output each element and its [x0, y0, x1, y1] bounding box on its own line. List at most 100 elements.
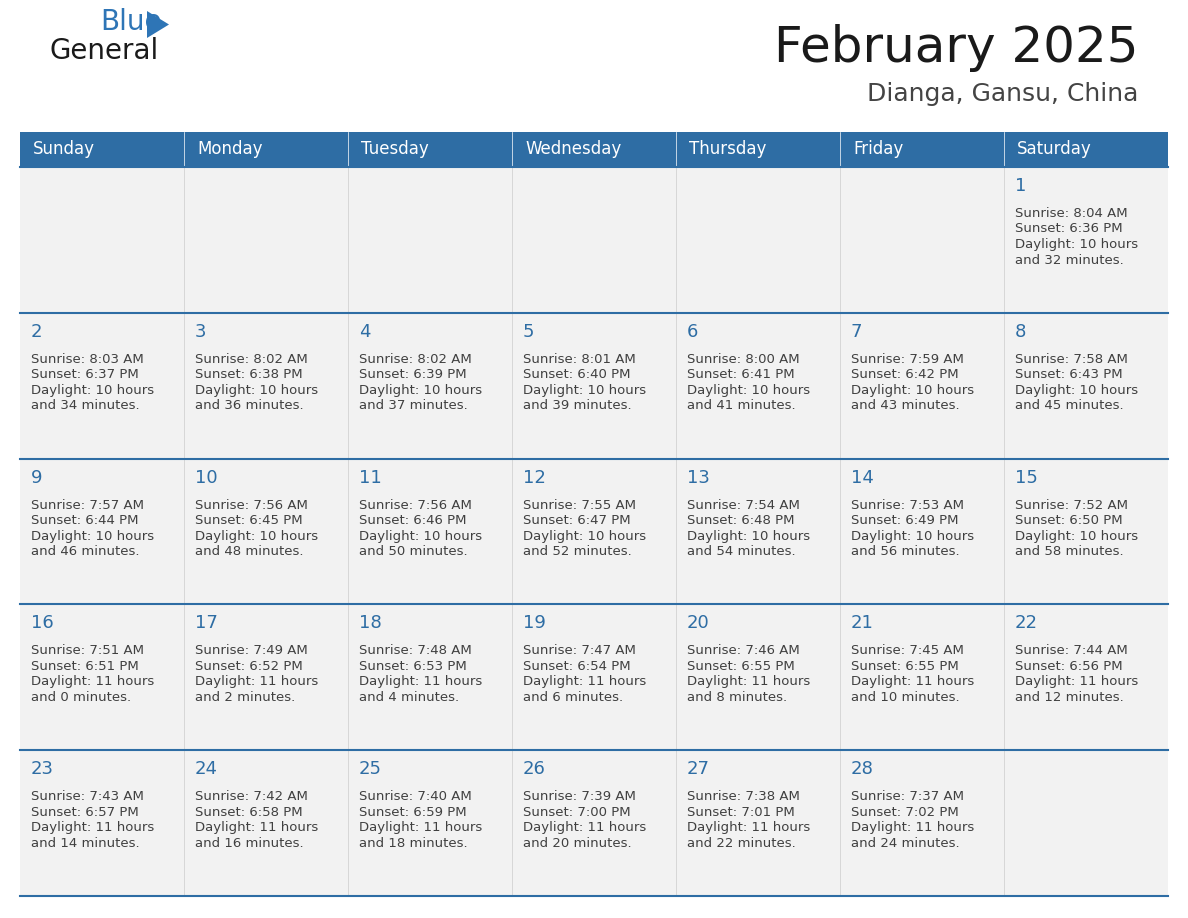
- Text: 25: 25: [359, 760, 383, 778]
- Text: Sunset: 6:55 PM: Sunset: 6:55 PM: [851, 660, 959, 673]
- Text: 13: 13: [687, 468, 710, 487]
- Text: February 2025: February 2025: [773, 24, 1138, 72]
- Bar: [1004, 167, 1168, 313]
- Text: Sunset: 6:39 PM: Sunset: 6:39 PM: [359, 368, 467, 381]
- Text: and 37 minutes.: and 37 minutes.: [359, 399, 468, 412]
- Bar: [512, 132, 676, 167]
- Text: Sunrise: 7:38 AM: Sunrise: 7:38 AM: [687, 790, 800, 803]
- Text: Daylight: 10 hours: Daylight: 10 hours: [523, 530, 646, 543]
- Bar: [1004, 132, 1168, 167]
- Text: Daylight: 11 hours: Daylight: 11 hours: [1015, 676, 1138, 688]
- Text: Daylight: 11 hours: Daylight: 11 hours: [31, 822, 154, 834]
- Text: Sunset: 6:52 PM: Sunset: 6:52 PM: [195, 660, 303, 673]
- Polygon shape: [147, 11, 169, 38]
- Text: Sunrise: 7:40 AM: Sunrise: 7:40 AM: [359, 790, 472, 803]
- Text: Daylight: 10 hours: Daylight: 10 hours: [687, 530, 810, 543]
- Text: Daylight: 11 hours: Daylight: 11 hours: [195, 676, 318, 688]
- Text: Sunset: 6:37 PM: Sunset: 6:37 PM: [31, 368, 139, 381]
- Text: Daylight: 10 hours: Daylight: 10 hours: [31, 530, 154, 543]
- Text: and 10 minutes.: and 10 minutes.: [851, 691, 960, 704]
- Text: Sunset: 7:00 PM: Sunset: 7:00 PM: [523, 806, 631, 819]
- Text: Daylight: 10 hours: Daylight: 10 hours: [687, 384, 810, 397]
- Text: Sunset: 7:02 PM: Sunset: 7:02 PM: [851, 806, 959, 819]
- Text: Sunrise: 7:56 AM: Sunrise: 7:56 AM: [195, 498, 308, 511]
- Bar: [348, 750, 512, 896]
- Text: Daylight: 10 hours: Daylight: 10 hours: [851, 384, 974, 397]
- Text: Sunrise: 7:49 AM: Sunrise: 7:49 AM: [195, 644, 308, 657]
- Bar: [1004, 313, 1168, 459]
- Text: Sunrise: 7:37 AM: Sunrise: 7:37 AM: [851, 790, 963, 803]
- Text: Sunrise: 7:56 AM: Sunrise: 7:56 AM: [359, 498, 472, 511]
- Text: and 43 minutes.: and 43 minutes.: [851, 399, 960, 412]
- Text: and 54 minutes.: and 54 minutes.: [687, 545, 796, 558]
- Text: Sunrise: 8:00 AM: Sunrise: 8:00 AM: [687, 353, 800, 365]
- Text: Daylight: 11 hours: Daylight: 11 hours: [523, 676, 646, 688]
- Text: Tuesday: Tuesday: [361, 140, 429, 159]
- Text: and 56 minutes.: and 56 minutes.: [851, 545, 960, 558]
- Text: Sunrise: 7:55 AM: Sunrise: 7:55 AM: [523, 498, 636, 511]
- Text: Daylight: 10 hours: Daylight: 10 hours: [31, 384, 154, 397]
- Bar: [20, 313, 184, 459]
- Bar: [512, 750, 676, 896]
- Text: Wednesday: Wednesday: [525, 140, 621, 159]
- Text: Sunrise: 7:59 AM: Sunrise: 7:59 AM: [851, 353, 963, 365]
- Text: and 2 minutes.: and 2 minutes.: [195, 691, 296, 704]
- Bar: [840, 313, 1004, 459]
- Text: Sunset: 6:44 PM: Sunset: 6:44 PM: [31, 514, 139, 527]
- Text: Sunrise: 7:39 AM: Sunrise: 7:39 AM: [523, 790, 636, 803]
- Text: 28: 28: [851, 760, 874, 778]
- Text: 12: 12: [523, 468, 545, 487]
- Bar: [676, 313, 840, 459]
- Text: Thursday: Thursday: [689, 140, 766, 159]
- Text: 9: 9: [31, 468, 43, 487]
- Text: Sunset: 6:43 PM: Sunset: 6:43 PM: [1015, 368, 1123, 381]
- Text: Sunset: 6:58 PM: Sunset: 6:58 PM: [195, 806, 303, 819]
- Text: Sunrise: 7:42 AM: Sunrise: 7:42 AM: [195, 790, 308, 803]
- Text: Sunset: 7:01 PM: Sunset: 7:01 PM: [687, 806, 795, 819]
- Text: and 14 minutes.: and 14 minutes.: [31, 836, 140, 850]
- Bar: [184, 167, 348, 313]
- Bar: [184, 459, 348, 604]
- Text: Daylight: 11 hours: Daylight: 11 hours: [31, 676, 154, 688]
- Text: and 6 minutes.: and 6 minutes.: [523, 691, 624, 704]
- Text: Sunrise: 8:02 AM: Sunrise: 8:02 AM: [195, 353, 308, 365]
- Text: Sunset: 6:49 PM: Sunset: 6:49 PM: [851, 514, 959, 527]
- Text: and 39 minutes.: and 39 minutes.: [523, 399, 632, 412]
- Bar: [676, 750, 840, 896]
- Text: 23: 23: [31, 760, 53, 778]
- Text: Daylight: 11 hours: Daylight: 11 hours: [687, 676, 810, 688]
- Bar: [840, 132, 1004, 167]
- Text: Daylight: 10 hours: Daylight: 10 hours: [1015, 384, 1138, 397]
- Text: Sunrise: 7:44 AM: Sunrise: 7:44 AM: [1015, 644, 1127, 657]
- Text: Sunrise: 7:54 AM: Sunrise: 7:54 AM: [687, 498, 800, 511]
- Text: Daylight: 11 hours: Daylight: 11 hours: [359, 676, 482, 688]
- Text: Sunrise: 8:03 AM: Sunrise: 8:03 AM: [31, 353, 144, 365]
- Bar: [676, 132, 840, 167]
- Text: Sunset: 6:59 PM: Sunset: 6:59 PM: [359, 806, 467, 819]
- Text: and 48 minutes.: and 48 minutes.: [195, 545, 303, 558]
- Text: and 58 minutes.: and 58 minutes.: [1015, 545, 1124, 558]
- Text: Daylight: 11 hours: Daylight: 11 hours: [523, 822, 646, 834]
- Text: Daylight: 10 hours: Daylight: 10 hours: [851, 530, 974, 543]
- Text: Sunset: 6:53 PM: Sunset: 6:53 PM: [359, 660, 467, 673]
- Text: and 50 minutes.: and 50 minutes.: [359, 545, 468, 558]
- Text: Friday: Friday: [853, 140, 903, 159]
- Text: and 36 minutes.: and 36 minutes.: [195, 399, 304, 412]
- Bar: [20, 750, 184, 896]
- Text: Sunset: 6:42 PM: Sunset: 6:42 PM: [851, 368, 959, 381]
- Text: Daylight: 10 hours: Daylight: 10 hours: [1015, 238, 1138, 251]
- Text: 15: 15: [1015, 468, 1038, 487]
- Bar: [676, 604, 840, 750]
- Text: 27: 27: [687, 760, 710, 778]
- Text: Saturday: Saturday: [1017, 140, 1092, 159]
- Text: and 16 minutes.: and 16 minutes.: [195, 836, 304, 850]
- Text: Daylight: 11 hours: Daylight: 11 hours: [359, 822, 482, 834]
- Text: Daylight: 10 hours: Daylight: 10 hours: [195, 530, 318, 543]
- Text: Sunset: 6:45 PM: Sunset: 6:45 PM: [195, 514, 303, 527]
- Text: Sunrise: 7:43 AM: Sunrise: 7:43 AM: [31, 790, 144, 803]
- Bar: [20, 167, 184, 313]
- Text: Sunday: Sunday: [33, 140, 95, 159]
- Text: and 41 minutes.: and 41 minutes.: [687, 399, 796, 412]
- Text: Sunset: 6:40 PM: Sunset: 6:40 PM: [523, 368, 631, 381]
- Text: Daylight: 11 hours: Daylight: 11 hours: [851, 822, 974, 834]
